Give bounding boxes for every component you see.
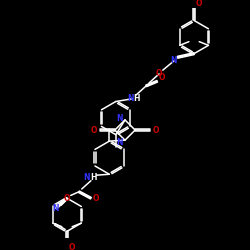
Text: O: O — [68, 242, 75, 250]
Text: N: N — [83, 174, 89, 182]
Text: H: H — [134, 94, 140, 103]
Text: N: N — [116, 138, 123, 147]
Text: N: N — [170, 56, 177, 66]
Text: N: N — [53, 204, 59, 213]
Text: H: H — [90, 174, 97, 182]
Text: O: O — [90, 126, 97, 134]
Text: O: O — [156, 70, 162, 78]
Text: N: N — [127, 94, 134, 103]
Text: O: O — [158, 73, 165, 82]
Text: O: O — [196, 0, 202, 8]
Text: O: O — [153, 126, 160, 134]
Text: N: N — [116, 114, 123, 122]
Text: O: O — [92, 194, 99, 203]
Text: O: O — [64, 194, 70, 203]
